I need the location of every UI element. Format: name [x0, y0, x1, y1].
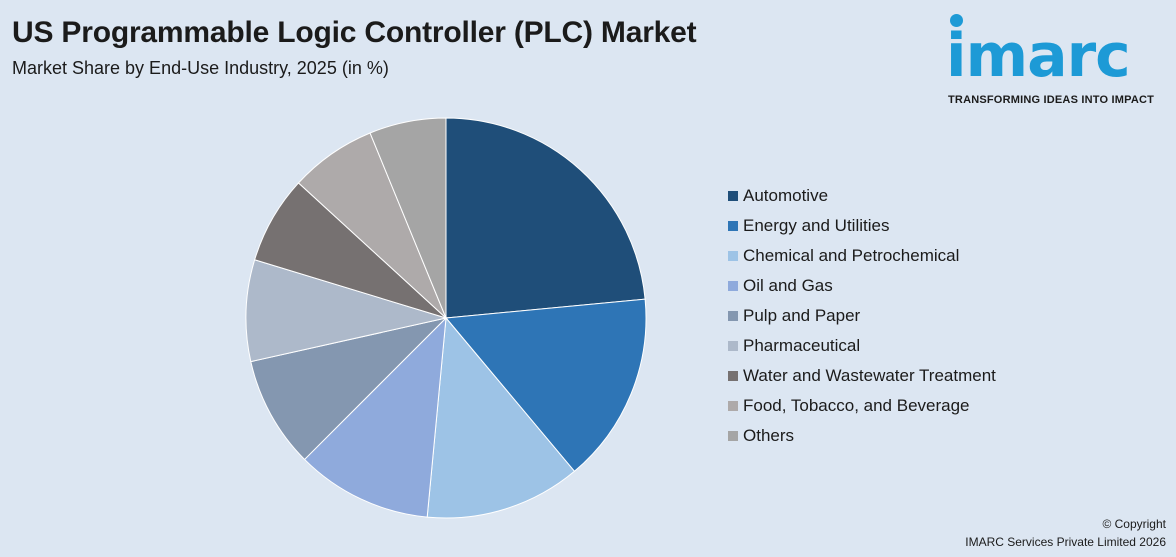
legend-label: Food, Tobacco, and Beverage — [743, 396, 970, 415]
copyright: © Copyright IMARC Services Private Limit… — [965, 515, 1166, 551]
logo-tagline: TRANSFORMING IDEAS INTO IMPACT — [948, 94, 1155, 106]
logo-dot-icon — [950, 14, 963, 27]
legend-item: Automotive — [728, 181, 996, 211]
chart-title: US Programmable Logic Controller (PLC) M… — [12, 16, 697, 49]
chart-legend: Automotive Energy and Utilities Chemical a… — [728, 181, 996, 451]
legend-item: Chemical and Petrochemical — [728, 241, 996, 271]
legend-item: Others — [728, 421, 996, 451]
legend-label: Water and Wastewater Treatment — [743, 366, 996, 385]
legend-item: Pulp and Paper — [728, 301, 996, 331]
copyright-line-1: © Copyright — [1102, 517, 1166, 531]
legend-swatch — [728, 221, 738, 231]
legend-item: Pharmaceutical — [728, 331, 996, 361]
pie-slice-pharmaceutical — [245, 259, 448, 363]
legend-item: Oil and Gas — [728, 271, 996, 301]
pie-slice-oil-and-gas — [303, 316, 447, 518]
legend-label: Pharmaceutical — [743, 336, 861, 355]
pie-slice-automotive — [445, 117, 646, 319]
pie-slice-energy-and-utilities — [445, 298, 647, 473]
legend-item: Energy and Utilities — [728, 211, 996, 241]
legend-swatch — [728, 311, 738, 321]
copyright-line-2: IMARC Services Private Limited 2026 — [965, 535, 1166, 549]
logo-wordmark: imarc — [946, 21, 1131, 91]
legend-label: Energy and Utilities — [743, 216, 890, 235]
pie-slice-pulp-and-paper — [250, 317, 448, 461]
legend-label: Automotive — [743, 186, 829, 205]
legend-label: Pulp and Paper — [743, 306, 861, 325]
legend-item: Food, Tobacco, and Beverage — [728, 391, 996, 421]
legend-swatch — [728, 401, 738, 411]
pie-slice-others — [369, 117, 447, 319]
legend-swatch — [728, 371, 738, 381]
imarc-logo: imarc TRANSFORMING IDEAS INTO IMPACT — [940, 12, 1172, 108]
legend-swatch — [728, 191, 738, 201]
pie-chart — [245, 117, 647, 519]
legend-swatch — [728, 431, 738, 441]
legend-swatch — [728, 251, 738, 261]
legend-item: Water and Wastewater Treatment — [728, 361, 996, 391]
chart-subtitle: Market Share by End-Use Industry, 2025 (… — [12, 58, 389, 78]
legend-label: Chemical and Petrochemical — [743, 246, 960, 265]
legend-label: Others — [743, 426, 795, 445]
legend-swatch — [728, 341, 738, 351]
legend-label: Oil and Gas — [743, 276, 833, 295]
legend-swatch — [728, 281, 738, 291]
pie-slice-chemical-and-petrochemical — [426, 316, 576, 519]
